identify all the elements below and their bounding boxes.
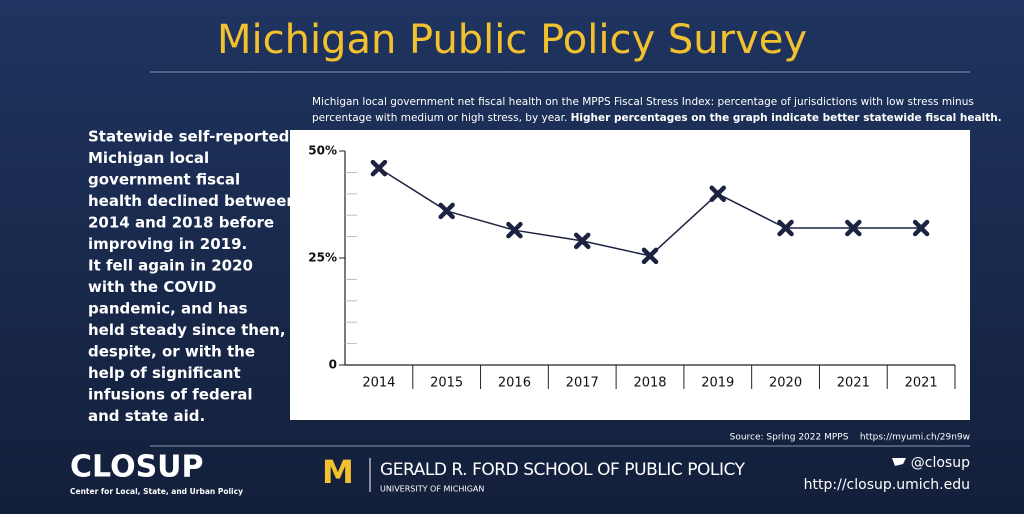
chart: 0 25% 50% 2014 2015 2016 2017 2018 2019 2020 2021 2… — [308, 144, 956, 391]
description-line: despite, or with the — [88, 343, 255, 361]
data-marker — [709, 185, 727, 203]
chart-panel — [290, 130, 970, 420]
caption-text: percentage with medium or high stress, b… — [312, 112, 567, 124]
x-tick-label: 2018 — [633, 376, 666, 391]
y-tick-label: 25% — [308, 251, 337, 265]
y-tick-label: 0 — [329, 358, 337, 372]
chart-caption: percentage with medium or high stress, b… — [312, 112, 1002, 124]
data-marker — [506, 221, 523, 239]
description-line: Michigan local — [88, 149, 209, 167]
description-line: with the COVID — [88, 278, 216, 296]
description-line: infusions of federal — [88, 386, 253, 404]
website-url[interactable]: http://closup.umich.edu — [804, 477, 970, 493]
x-tick-label: 2014 — [362, 376, 395, 391]
description-line: pandemic, and has — [88, 300, 248, 318]
x-tick-label: 2021 — [837, 376, 870, 391]
data-marker — [641, 247, 659, 265]
twitter-icon — [892, 458, 906, 466]
closup-logo: CLOSUP — [70, 450, 204, 485]
data-marker — [845, 219, 862, 237]
description: Statewide self-reported Michigan local gov… — [88, 128, 297, 426]
source: Source: Spring 2022 MPPS https://myumi.c… — [730, 433, 970, 443]
data-marker — [438, 202, 455, 220]
description-line: 2014 and 2018 before — [88, 214, 274, 232]
data-marker — [573, 232, 591, 250]
data-marker — [777, 219, 794, 237]
chart-caption: Michigan local government net fiscal hea… — [312, 96, 974, 108]
twitter-handle[interactable]: @closup — [911, 455, 970, 471]
description-line: government fiscal — [88, 171, 240, 189]
description-line: and state aid. — [88, 407, 205, 425]
ford-school: GERALD R. FORD SCHOOL OF PUBLIC POLICY — [380, 460, 746, 480]
data-marker — [912, 219, 930, 237]
university: UNIVERSITY OF MICHIGAN — [380, 485, 484, 494]
x-tick-label: 2020 — [769, 376, 802, 391]
description-line: It fell again in 2020 — [88, 257, 253, 275]
description-line: held steady since then, — [88, 321, 286, 339]
x-tick-label: 2019 — [701, 376, 734, 391]
description-line: improving in 2019. — [88, 235, 247, 253]
m-logo: M — [322, 453, 354, 491]
x-tick-label: 2015 — [430, 376, 463, 391]
x-tick-label: 2017 — [566, 376, 599, 391]
data-marker — [370, 159, 388, 177]
x-tick-label: 2021 — [905, 376, 938, 391]
page-title: Michigan Public Policy Survey — [217, 17, 807, 63]
x-tick-label: 2016 — [498, 376, 531, 391]
closup-subtitle: Center for Local, State, and Urban Polic… — [70, 487, 243, 496]
description-line: health declined between — [88, 192, 297, 210]
caption-emphasis: Higher percentages on the graph indicate… — [571, 112, 1002, 124]
y-tick-label: 50% — [308, 144, 337, 158]
description-line: help of significant — [88, 364, 241, 382]
description-line: Statewide self-reported — [88, 128, 289, 146]
